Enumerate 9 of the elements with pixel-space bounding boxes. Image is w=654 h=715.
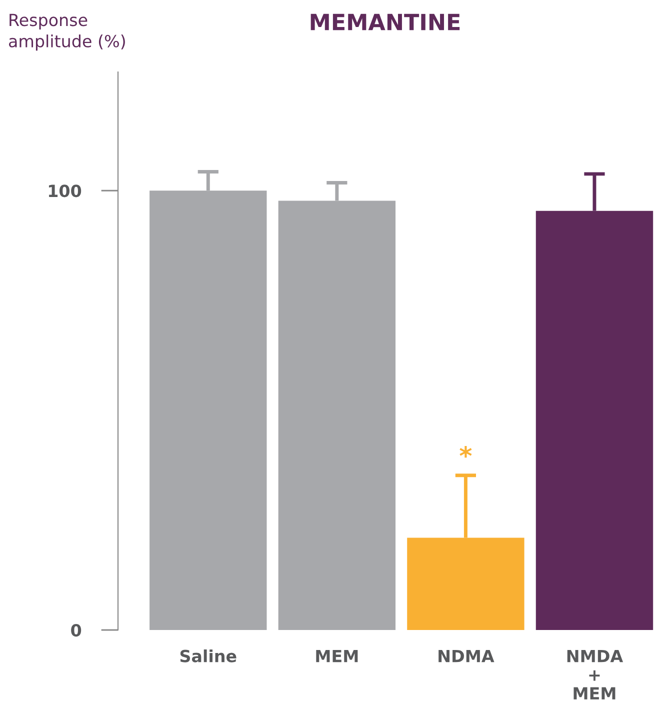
y-tick-label: 100 <box>48 184 82 198</box>
chart-title: MEMANTINE <box>310 14 460 30</box>
y-tick-label: 0 <box>71 624 82 637</box>
x-tick-label: MEM <box>316 650 358 662</box>
y-axis-title: Response amplitude (%) <box>9 14 125 51</box>
x-tick-label: Saline <box>180 649 236 662</box>
annotation: * <box>460 446 472 458</box>
x-tick-label: NDMA <box>438 650 494 662</box>
x-tick-label: NMDA + MEM <box>567 650 624 700</box>
